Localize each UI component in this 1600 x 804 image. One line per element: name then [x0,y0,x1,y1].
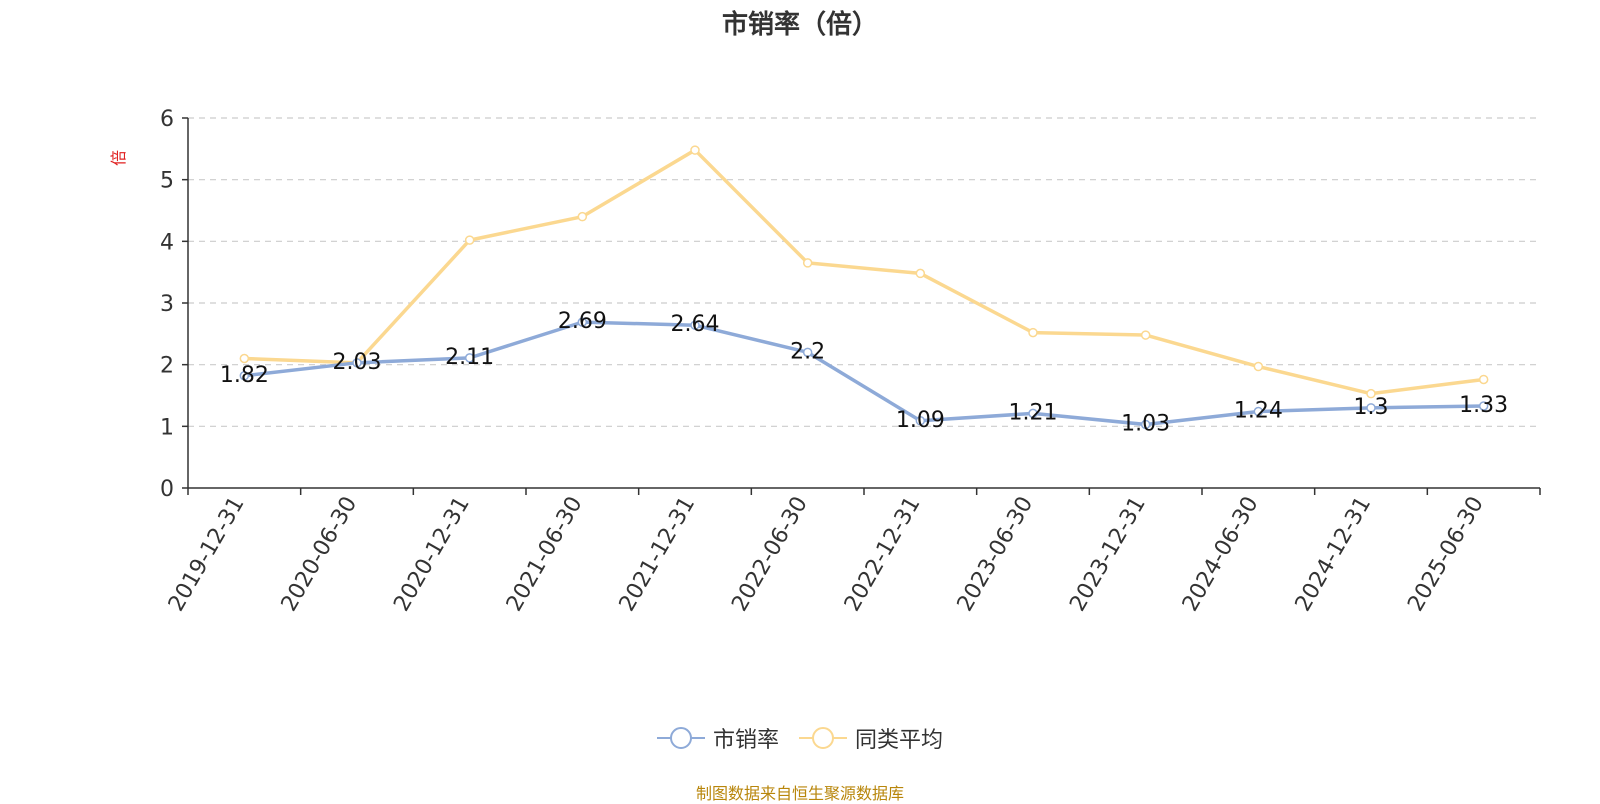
data-label-series-0-8: 1.03 [1121,411,1170,436]
data-label-series-0-6: 1.09 [896,408,945,433]
source-note: 制图数据来自恒生聚源数据库 [695,784,904,803]
y-tick-label-4: 4 [160,230,174,255]
series-line-0 [244,320,1484,427]
legend: 市销率 同类平均 [0,722,1600,754]
point-series-1-11 [1478,374,1489,385]
point-series-1-9 [1253,361,1264,372]
y-tick-label-3: 3 [160,292,174,317]
x-tick-label-5: 2022-06-30 [727,493,813,616]
x-tick-label-11: 2025-06-30 [1403,493,1489,616]
y-axis-label: 倍 [109,150,128,166]
legend-marker-series-0 [656,727,705,749]
point-series-1-10 [1366,388,1376,399]
point-series-0-8 [1140,419,1151,430]
y-tick-label-1: 1 [160,415,174,440]
data-labels: 1.82 2.03 2.11 2.69 2.64 2.2 1.09 1.21 1.03 1.24 1… [220,309,1508,436]
legend-item-series-0[interactable]: 市销率 [656,722,779,754]
legend-label-series-1: 同类平均 [855,728,944,753]
x-tick-label-0: 2019-12-31 [164,493,250,616]
data-label-series-0-11: 1.33 [1459,393,1508,418]
data-label-series-0-2: 2.11 [445,345,494,370]
x-tick-label-6: 2022-12-31 [840,492,926,615]
point-series-1-4 [690,145,700,155]
x-tick-label-2: 2020-12-31 [389,492,475,615]
x-tick-label-1: 2020-06-30 [277,493,363,616]
y-tick-label-6: 6 [160,107,174,132]
data-label-series-0-3: 2.69 [558,309,607,334]
x-tick-label-3: 2021-06-30 [502,493,588,616]
data-label-series-0-5: 2.2 [790,339,825,364]
point-series-1-0 [239,353,250,364]
chart-title: 市销率（倍） [721,10,878,40]
x-tick-label-9: 2024-06-30 [1178,493,1264,616]
point-series-0-6 [915,416,926,426]
x-tick-label-7: 2023-06-30 [953,493,1039,616]
point-series-1-3 [577,211,588,222]
data-label-series-0-10: 1.3 [1354,395,1389,420]
point-series-0-1 [352,358,362,368]
legend-marker-series-1 [799,727,847,749]
legend-label-series-0: 市销率 [712,728,779,753]
point-series-1-7 [1028,327,1038,338]
data-label-series-0-7: 1.21 [1009,400,1058,425]
point-series-0-2 [464,353,475,363]
y-tick-label-2: 2 [160,354,174,379]
point-series-1-2 [464,235,475,245]
point-series-0-11 [1478,401,1489,411]
x-tick-label-8: 2023-12-31 [1065,493,1151,616]
data-label-series-0-0: 1.82 [220,363,269,388]
point-series-1-8 [1140,330,1151,340]
series-lines [239,145,1489,430]
point-series-0-7 [1028,408,1038,419]
data-label-series-0-9: 1.24 [1234,399,1283,424]
point-series-0-10 [1366,403,1376,413]
point-series-1-6 [915,268,926,279]
point-series-1-5 [802,258,813,268]
data-label-series-0-1: 2.03 [333,350,382,375]
x-tick-label-10: 2024-12-31 [1291,493,1377,616]
series-line-1 [244,148,1484,396]
y-tick-label-0: 0 [160,477,174,502]
point-series-0-3 [577,317,588,327]
y-tick-label-5: 5 [160,169,174,194]
x-tick-label-4: 2021-12-31 [615,493,701,616]
point-series-0-0 [239,371,250,381]
point-series-0-4 [690,320,700,330]
data-label-series-0-4: 2.64 [671,312,720,337]
point-series-0-5 [802,347,813,358]
grid-lines [188,117,1540,427]
point-series-0-9 [1253,406,1264,417]
legend-item-series-1[interactable]: 同类平均 [799,722,943,754]
